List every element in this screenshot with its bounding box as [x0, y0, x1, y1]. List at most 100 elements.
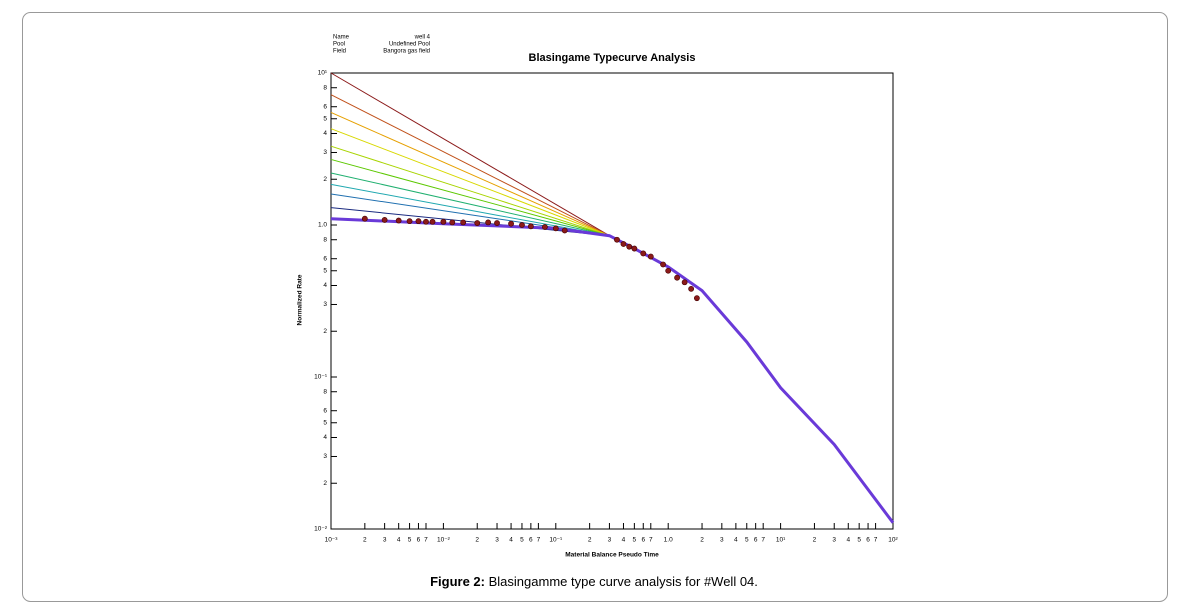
- data-point: [552, 225, 559, 232]
- x-tick-label: 10⁻¹: [549, 537, 563, 544]
- x-tick-label: 2: [700, 537, 704, 544]
- y-tick-label: 4: [323, 130, 327, 137]
- data-point: [415, 218, 422, 225]
- x-tick-label: 3: [495, 537, 499, 544]
- data-point: [474, 220, 481, 226]
- data-point: [460, 219, 467, 226]
- y-tick-label: 2: [323, 328, 327, 335]
- data-point: [395, 217, 402, 224]
- data-point: [693, 295, 700, 302]
- y-tick-label: 5: [323, 419, 327, 426]
- x-tick-label: 3: [720, 537, 724, 544]
- x-tick-label: 5: [745, 537, 749, 544]
- x-tick-label: 7: [761, 537, 765, 544]
- chart-title: Blasingame Typecurve Analysis: [529, 52, 696, 64]
- info-value: Bangora gas field: [383, 49, 430, 55]
- data-point: [440, 218, 447, 225]
- type-curve: [330, 217, 895, 524]
- data-point: [626, 243, 633, 250]
- caption-text: Blasingamme type curve analysis for #Wel…: [489, 574, 758, 589]
- x-tick-label: 7: [874, 537, 878, 544]
- y-tick-label: 2: [323, 176, 327, 183]
- y-tick-label: 3: [323, 453, 327, 460]
- x-tick-label: 5: [408, 537, 412, 544]
- data-point: [561, 227, 568, 234]
- data-point: [640, 250, 647, 257]
- x-tick-label: 10²: [888, 537, 898, 544]
- x-tick-label: 3: [383, 537, 387, 544]
- x-tick-label: 3: [608, 537, 612, 544]
- x-tick-label: 10¹: [776, 537, 786, 544]
- data-point: [485, 219, 492, 226]
- x-tick-label: 3: [832, 537, 836, 544]
- data-point: [665, 267, 672, 274]
- data-point: [423, 218, 429, 225]
- data-point: [614, 236, 620, 243]
- info-key: Field: [333, 49, 346, 55]
- data-point: [660, 261, 666, 268]
- y-tick-label: 4: [323, 434, 327, 441]
- y-tick-label: 2: [323, 480, 327, 487]
- y-tick-label: 8: [323, 388, 327, 395]
- x-tick-label: 4: [846, 537, 850, 544]
- y-tick-label: 8: [323, 84, 327, 91]
- data-point: [631, 245, 638, 252]
- y-tick-label: 6: [323, 103, 327, 110]
- y-tick-label: 10⁻²: [314, 526, 328, 533]
- data-point: [449, 219, 456, 226]
- data-point: [494, 220, 500, 226]
- x-tick-label: 4: [734, 537, 738, 544]
- data-point: [406, 218, 413, 225]
- info-key: Name: [333, 35, 350, 41]
- x-tick-label: 10⁻²: [437, 537, 451, 544]
- type-curve: [330, 172, 610, 237]
- y-tick-label: 8: [323, 236, 327, 243]
- x-tick-label: 4: [509, 537, 513, 544]
- x-tick-label: 2: [588, 537, 592, 544]
- data-point: [620, 241, 627, 247]
- x-tick-label: 7: [424, 537, 428, 544]
- y-tick-label: 10⁻¹: [314, 374, 328, 381]
- y-tick-label: 5: [323, 267, 327, 274]
- data-point: [429, 218, 436, 225]
- data-point: [508, 220, 514, 227]
- y-tick-label: 3: [323, 301, 327, 308]
- y-tick-label: 5: [323, 115, 327, 122]
- y-tick-label: 4: [323, 282, 327, 289]
- data-point: [542, 224, 548, 230]
- info-key: Pool: [333, 42, 345, 48]
- type-curve: [330, 112, 610, 237]
- data-point: [674, 274, 680, 281]
- data-point: [381, 217, 388, 223]
- x-tick-label: 5: [633, 537, 637, 544]
- x-tick-label: 2: [813, 537, 817, 544]
- type-curve: [330, 72, 610, 237]
- type-curve: [330, 158, 610, 237]
- x-tick-label: 2: [363, 537, 367, 544]
- data-point: [688, 285, 695, 292]
- x-tick-label: 6: [529, 537, 533, 544]
- data-point: [519, 222, 525, 228]
- type-curve: [330, 145, 610, 237]
- info-value: well 4: [414, 35, 431, 41]
- y-axis-label: Normalized Rate: [297, 274, 304, 325]
- y-tick-label: 6: [323, 407, 327, 414]
- x-tick-label: 6: [866, 537, 870, 544]
- data-point: [527, 223, 534, 230]
- x-tick-label: 7: [649, 537, 653, 544]
- y-tick-label: 3: [323, 149, 327, 156]
- x-tick-label: 7: [537, 537, 541, 544]
- type-curve: [330, 94, 610, 237]
- x-tick-label: 4: [397, 537, 401, 544]
- data-point: [647, 253, 654, 260]
- type-curve: [330, 183, 610, 237]
- x-tick-label: 1.0: [664, 537, 673, 544]
- data-point: [681, 279, 688, 286]
- x-tick-label: 4: [622, 537, 626, 544]
- caption-label: Figure 2:: [430, 574, 485, 589]
- y-tick-label: 10¹: [318, 70, 328, 77]
- x-tick-label: 6: [641, 537, 645, 544]
- x-tick-label: 6: [417, 537, 421, 544]
- figure-frame: [22, 12, 1168, 602]
